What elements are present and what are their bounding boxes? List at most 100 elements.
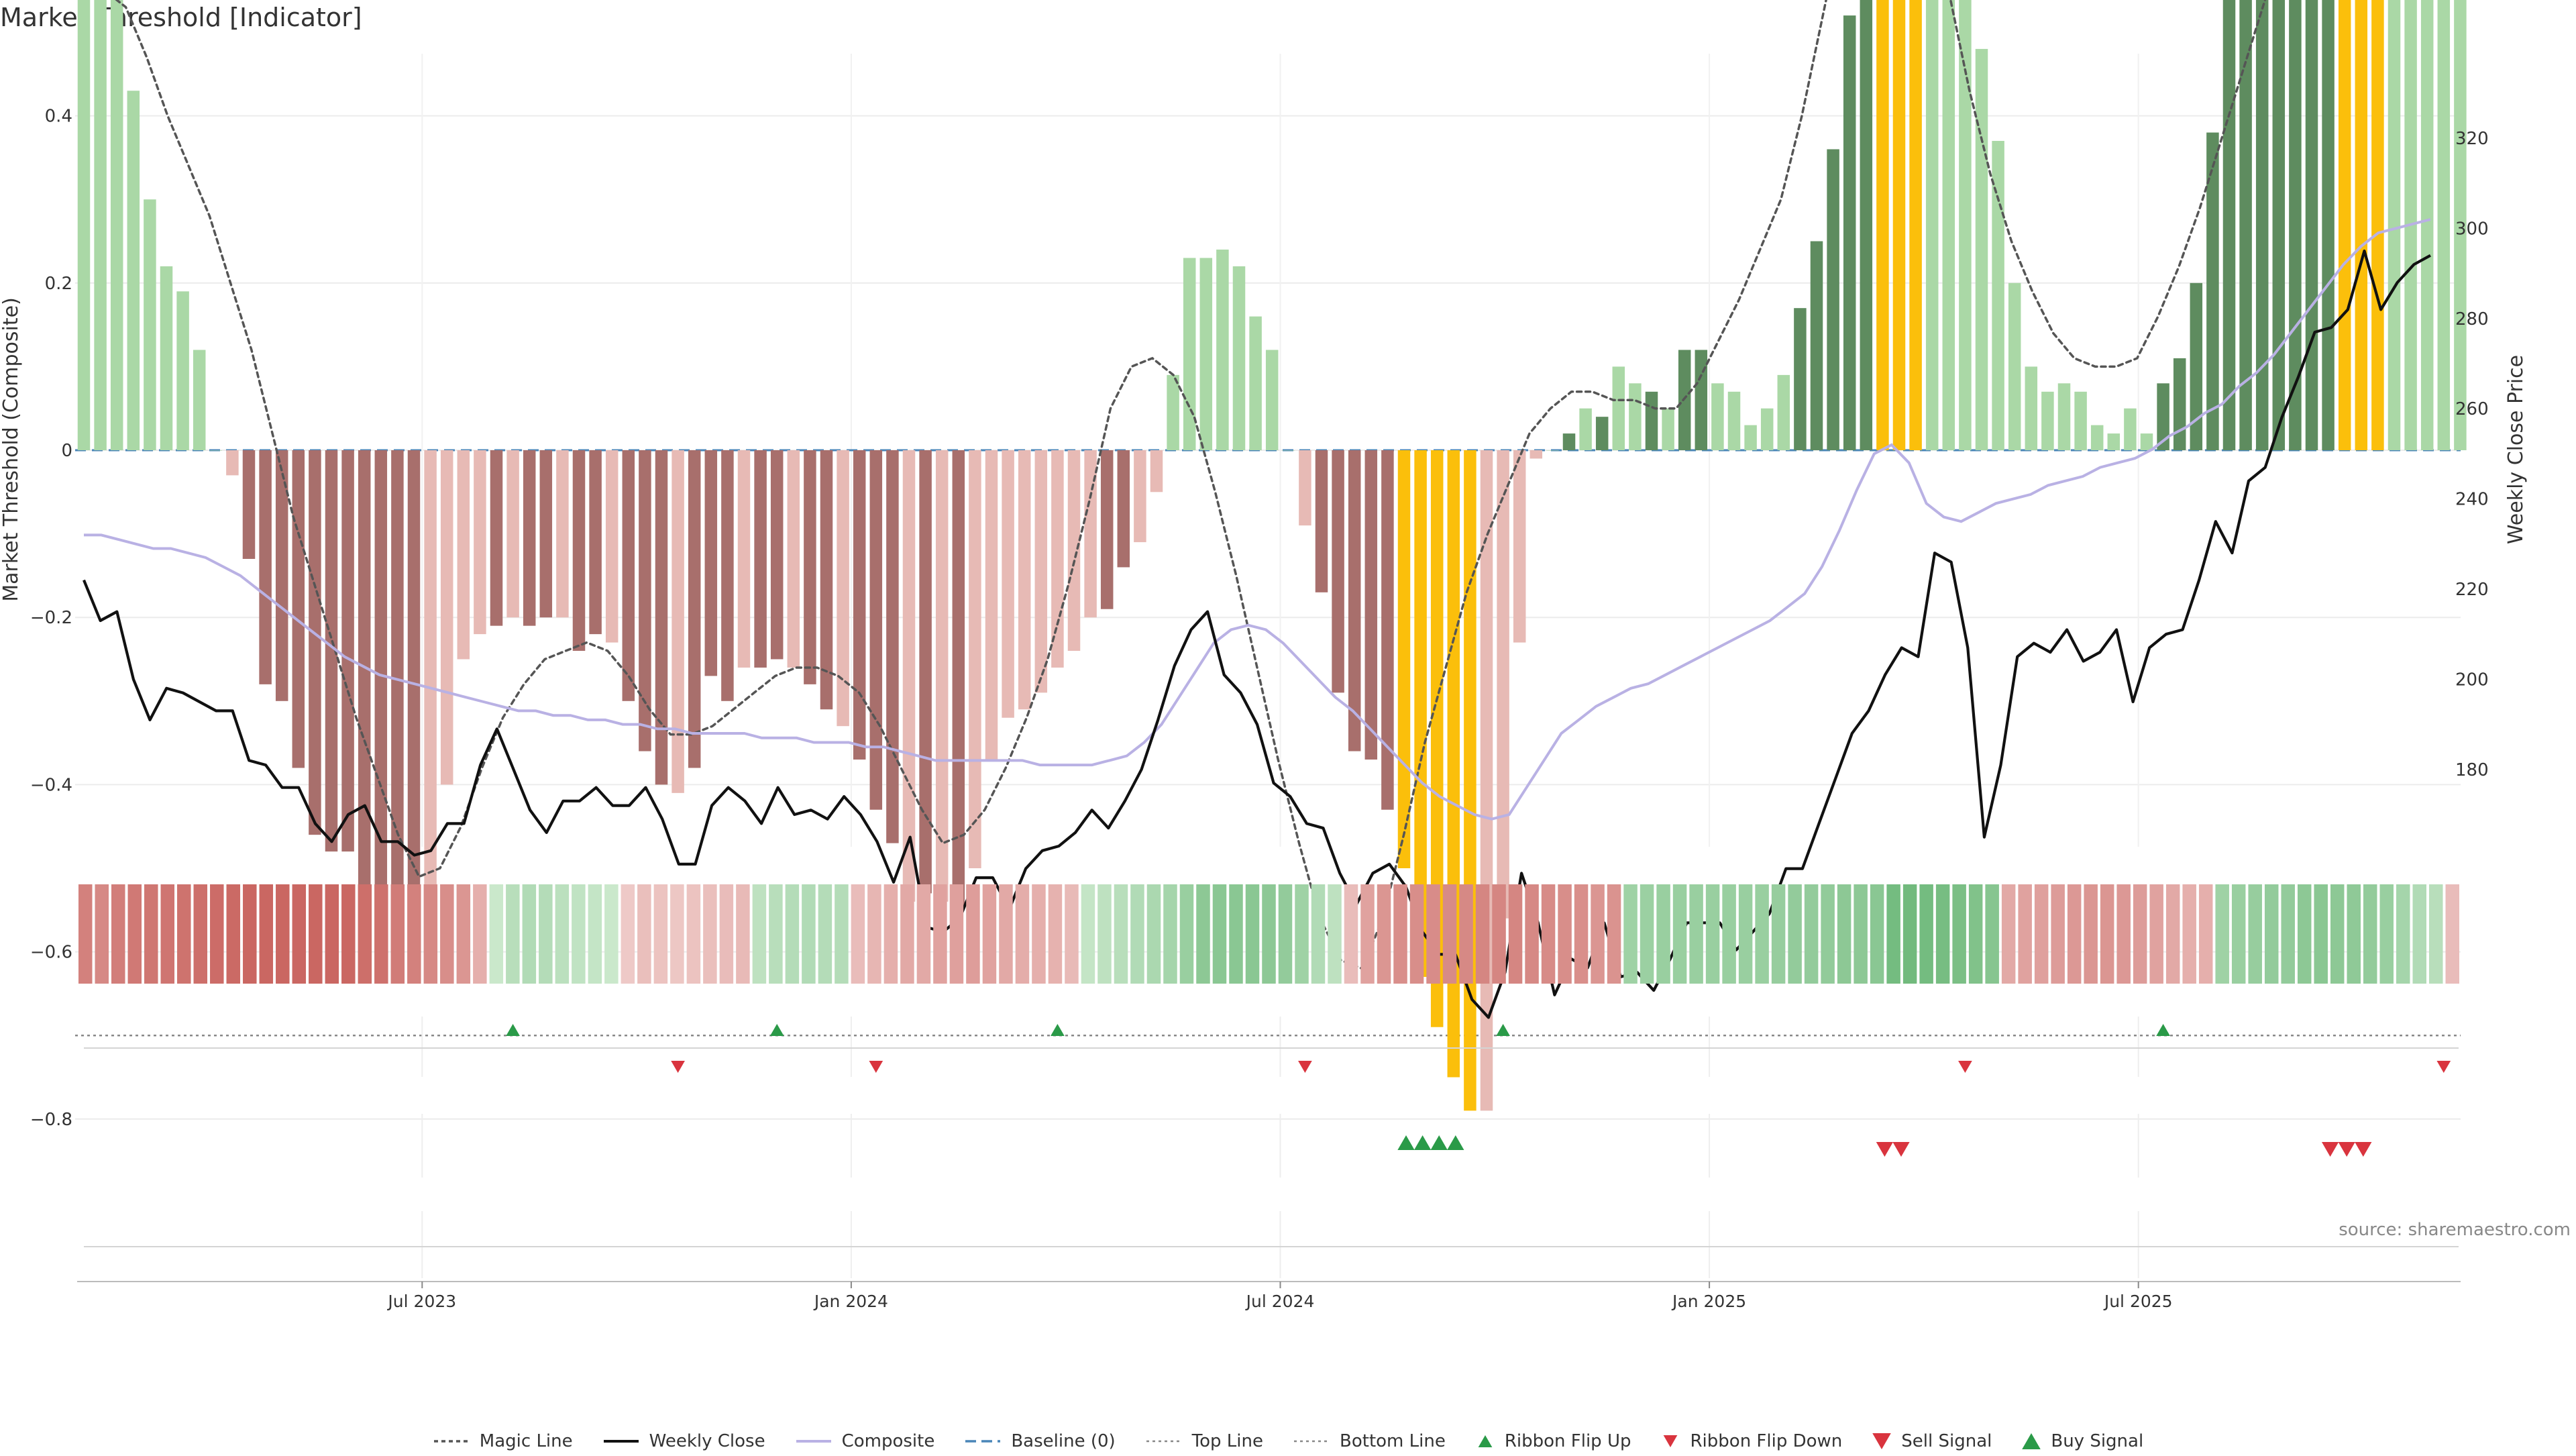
ribbon-cell xyxy=(1804,884,1819,984)
ribbon-cell xyxy=(1442,884,1457,984)
composite-bar xyxy=(886,450,899,843)
composite-bar xyxy=(704,450,718,676)
ribbon-cell xyxy=(1919,884,1933,984)
composite-bar xyxy=(457,450,470,660)
ribbon-cell xyxy=(1377,884,1391,984)
ribbon-cell xyxy=(1508,884,1523,984)
ribbon-cell xyxy=(2264,884,2279,984)
ribbon-cell xyxy=(440,884,454,984)
legend-item: Ribbon Flip Up xyxy=(1475,1431,1631,1451)
ribbon-cell xyxy=(358,884,372,984)
composite-bar xyxy=(2371,0,2384,450)
composite-bar xyxy=(1909,0,1922,450)
composite-bar xyxy=(1232,266,1246,450)
x-tick-label: Jan 2024 xyxy=(813,1292,888,1311)
composite-bar xyxy=(853,450,866,760)
ribbon-cell xyxy=(177,884,191,984)
composite-bar xyxy=(787,450,800,668)
y-left-tick-label: 0 xyxy=(61,441,72,461)
composite-bar xyxy=(292,450,305,768)
ribbon-cell xyxy=(1245,884,1260,984)
legend-label: Composite xyxy=(841,1431,935,1451)
composite-bar xyxy=(275,450,288,701)
ribbon-cell xyxy=(1459,884,1473,984)
ribbon-cell xyxy=(1048,884,1063,984)
composite-bar xyxy=(1579,408,1592,450)
ribbon-cell xyxy=(1212,884,1227,984)
sell-signal-marker xyxy=(1892,1142,1910,1157)
ribbon-cell xyxy=(1065,884,1079,984)
composite-bar xyxy=(2140,433,2153,450)
composite-bar xyxy=(935,450,949,902)
legend-item: Baseline (0) xyxy=(964,1431,1116,1451)
composite-bar xyxy=(1134,450,1146,543)
ribbon-cell xyxy=(276,884,290,984)
ribbon-cell xyxy=(292,884,307,984)
ribbon-flip-up-marker xyxy=(1496,1024,1510,1036)
ribbon-cell xyxy=(883,884,898,984)
sell-signal-marker xyxy=(2321,1142,2339,1157)
composite-bar xyxy=(490,450,503,626)
ribbon-cell xyxy=(407,884,421,984)
ribbon-cell xyxy=(1295,884,1309,984)
composite-bar xyxy=(1975,48,1988,451)
y-right-tick-label: 300 xyxy=(2455,219,2489,239)
y-right-tick-label: 220 xyxy=(2455,580,2489,600)
ribbon-cell xyxy=(851,884,865,984)
buy-signal-marker xyxy=(1447,1135,1464,1150)
legend-label: Ribbon Flip Down xyxy=(1690,1431,1843,1451)
ribbon-cell xyxy=(1985,884,1999,984)
legend-swatch xyxy=(2022,1433,2041,1449)
fine-dotted-line-icon xyxy=(1146,1440,1181,1443)
composite-bar xyxy=(1084,450,1097,618)
ribbon-cell xyxy=(555,884,570,984)
ribbon-cell xyxy=(1196,884,1210,984)
ribbon-cell xyxy=(1672,884,1687,984)
ribbon-cell xyxy=(259,884,274,984)
signal-panels xyxy=(84,1017,2459,1278)
composite-bar xyxy=(1067,450,1081,652)
ribbon-cell xyxy=(1886,884,1900,984)
ribbon-cell xyxy=(1902,884,1917,984)
ribbon-cell xyxy=(2198,884,2213,984)
ribbon-cell xyxy=(210,884,224,984)
x-tick-label: Jul 2024 xyxy=(1245,1292,1315,1311)
composite-bar xyxy=(1827,149,1839,450)
composite-bar xyxy=(2239,0,2252,450)
composite-bar xyxy=(2289,0,2302,451)
ribbon-cell xyxy=(2281,884,2295,984)
ribbon-cell xyxy=(588,884,602,984)
ribbon-cell xyxy=(2396,884,2410,984)
legend-item: Weekly Close xyxy=(602,1431,765,1451)
composite-bars xyxy=(77,0,2467,1111)
composite-bar xyxy=(1629,383,1642,450)
ribbon-cell xyxy=(1229,884,1243,984)
ribbon-cell xyxy=(1607,884,1621,984)
ribbon-cell xyxy=(309,884,323,984)
ribbon-cell xyxy=(572,884,586,984)
composite-bar xyxy=(1612,366,1625,450)
composite-bar xyxy=(1315,450,1328,592)
composite-bar xyxy=(1332,450,1344,693)
ribbon-cell xyxy=(933,884,947,984)
ribbon-cell xyxy=(2428,884,2443,984)
composite-bar xyxy=(1959,0,1972,450)
ribbon-cell xyxy=(473,884,487,984)
composite-bar xyxy=(2387,0,2401,451)
ribbon-cell xyxy=(390,884,405,984)
composite-bar xyxy=(2206,132,2219,450)
ribbon-cell xyxy=(2116,884,2131,984)
up-triangle-icon xyxy=(2022,1433,2041,1449)
ribbon-cell xyxy=(1821,884,1835,984)
chart-lines xyxy=(83,0,2432,1019)
y-right-tick-label: 280 xyxy=(2455,309,2489,329)
composite-bar xyxy=(1744,425,1757,450)
composite-bar xyxy=(1034,450,1048,693)
composite-bar xyxy=(1760,408,1774,450)
ribbon-cell xyxy=(1130,884,1144,984)
composite-bar xyxy=(144,199,156,450)
legend-label: Weekly Close xyxy=(649,1431,765,1451)
composite-bar xyxy=(1117,450,1130,568)
chart-title: Market Threshold [Indicator] xyxy=(0,3,362,32)
composite-bar xyxy=(2057,383,2071,450)
